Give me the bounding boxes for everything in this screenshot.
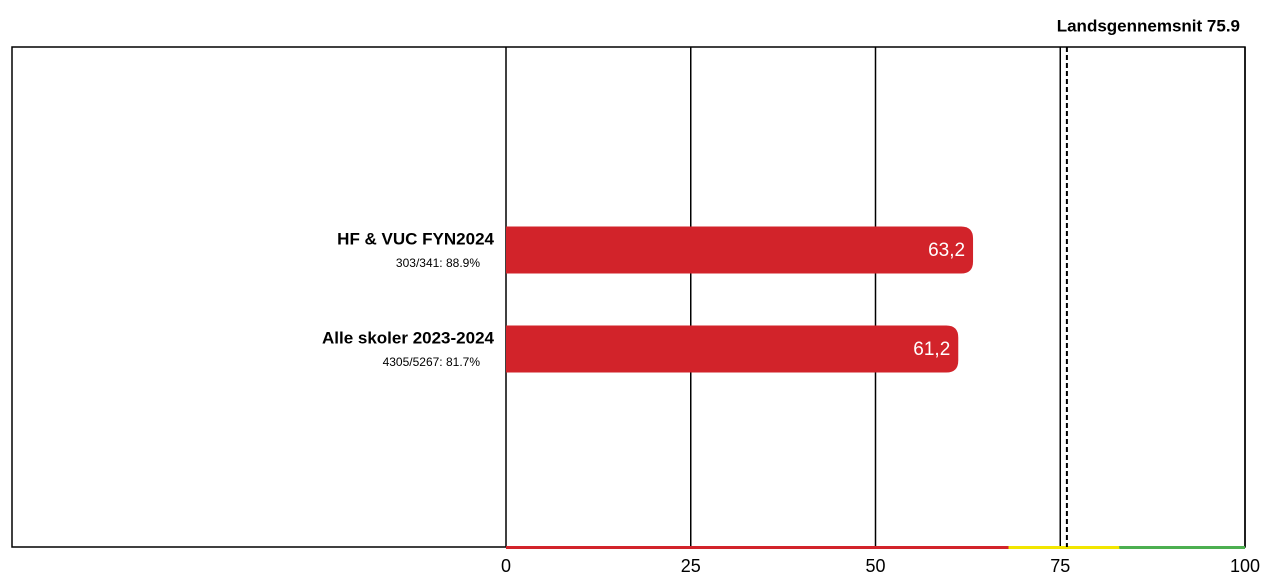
x-tick-label: 0: [501, 556, 511, 576]
x-tick-label: 75: [1050, 556, 1070, 576]
x-tick-label: 50: [865, 556, 885, 576]
category-sublabel: 4305/5267: 81.7%: [383, 355, 481, 369]
color-band: [1119, 546, 1245, 549]
category-label: HF & VUC FYN2024: [337, 229, 494, 248]
value-label: 61,2: [913, 339, 950, 360]
value-label: 63,2: [928, 240, 965, 261]
reference-label: Landsgennemsnit 75.9: [1057, 16, 1240, 35]
chart-frame: [11, 46, 1246, 548]
category-label: Alle skoler 2023-2024: [322, 328, 495, 347]
category-sublabel: 303/341: 88.9%: [396, 256, 480, 270]
x-tick-label: 100: [1230, 556, 1260, 576]
bar: [506, 226, 974, 274]
x-tick-label: 25: [681, 556, 701, 576]
color-band: [506, 546, 1009, 549]
color-band: [1008, 546, 1120, 549]
bar: [506, 325, 959, 373]
